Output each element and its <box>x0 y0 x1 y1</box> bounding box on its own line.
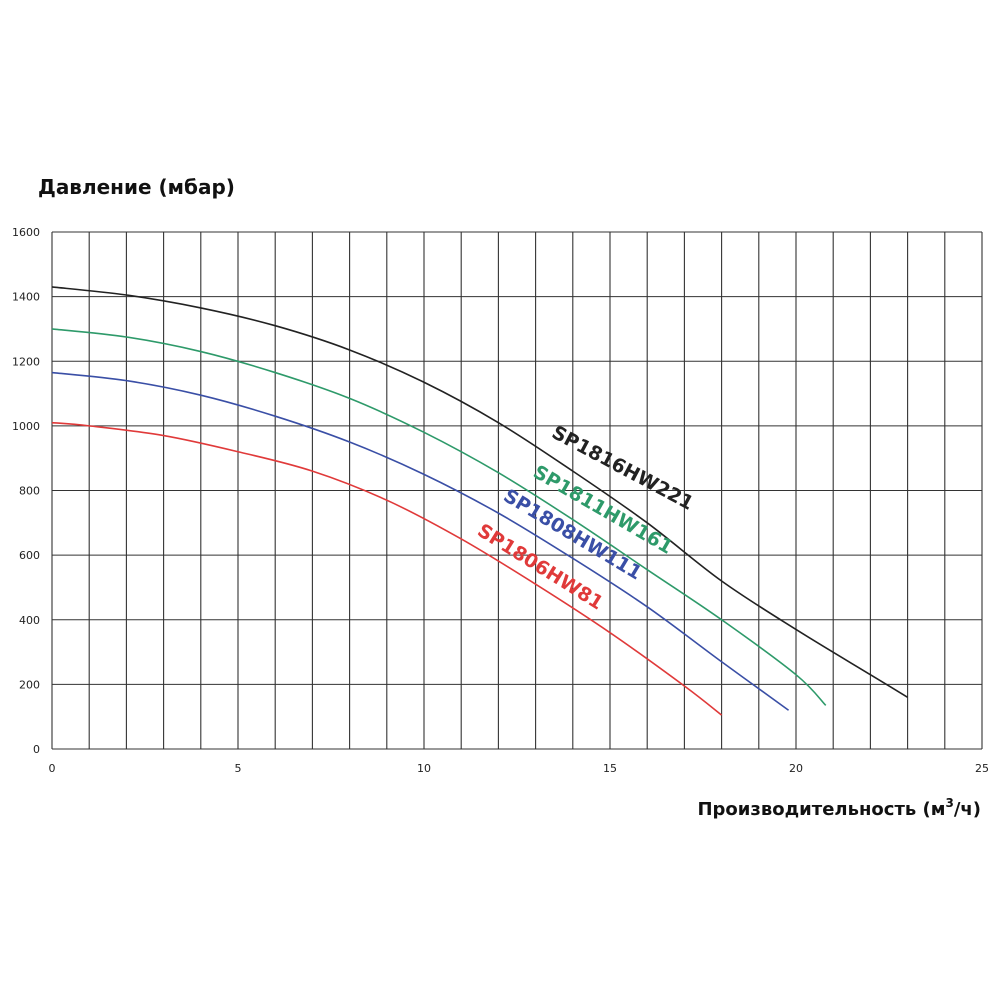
x-tick-label: 0 <box>49 762 56 775</box>
y-tick-label: 600 <box>19 549 40 562</box>
series-line-sp1806hw81 <box>51 421 723 716</box>
series-curves <box>51 286 909 716</box>
x-axis-title: Производительность (м3/ч) <box>697 796 981 820</box>
y-tick-label: 1400 <box>12 291 40 304</box>
y-tick-labels: 0 200 400 600 800 1000 1200 1400 1600 <box>12 226 40 756</box>
series-line-sp1811hw161 <box>51 328 827 706</box>
x-tick-label: 15 <box>603 762 617 775</box>
y-tick-label: 400 <box>19 614 40 627</box>
series-line-sp1816hw221 <box>51 286 909 698</box>
x-tick-label: 20 <box>789 762 803 775</box>
y-tick-label: 1200 <box>12 355 40 368</box>
y-tick-label: 1600 <box>12 226 40 239</box>
series-line-sp1808hw111 <box>51 371 790 711</box>
plot-grid <box>51 231 983 750</box>
y-tick-label: 200 <box>19 678 40 691</box>
x-tick-label: 10 <box>417 762 431 775</box>
x-tick-labels: 0 5 10 15 20 25 <box>49 762 990 775</box>
y-tick-label: 0 <box>33 743 40 756</box>
y-axis-title: Давление (мбар) <box>38 175 235 199</box>
y-tick-label: 1000 <box>12 420 40 433</box>
x-tick-label: 5 <box>235 762 242 775</box>
x-tick-label: 25 <box>975 762 989 775</box>
y-tick-label: 800 <box>19 485 40 498</box>
